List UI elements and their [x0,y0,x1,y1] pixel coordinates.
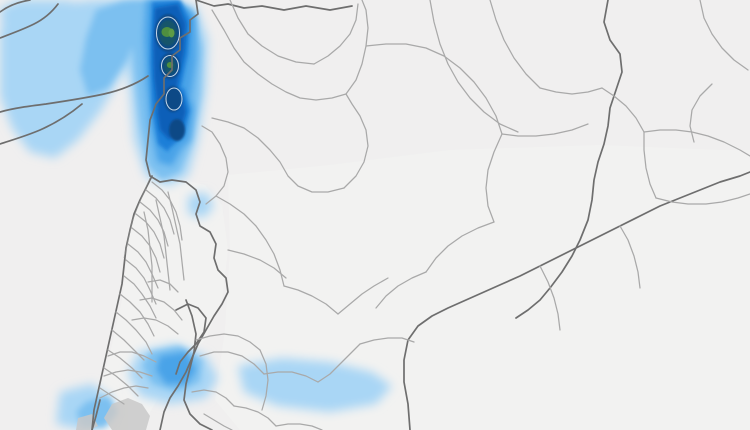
landmass-layer [95,145,750,430]
coastline-highlight [123,177,151,259]
echo-band-level-8 [161,27,175,68]
echo-contour-lines [156,16,183,111]
admin-boundary-layer [99,0,750,430]
